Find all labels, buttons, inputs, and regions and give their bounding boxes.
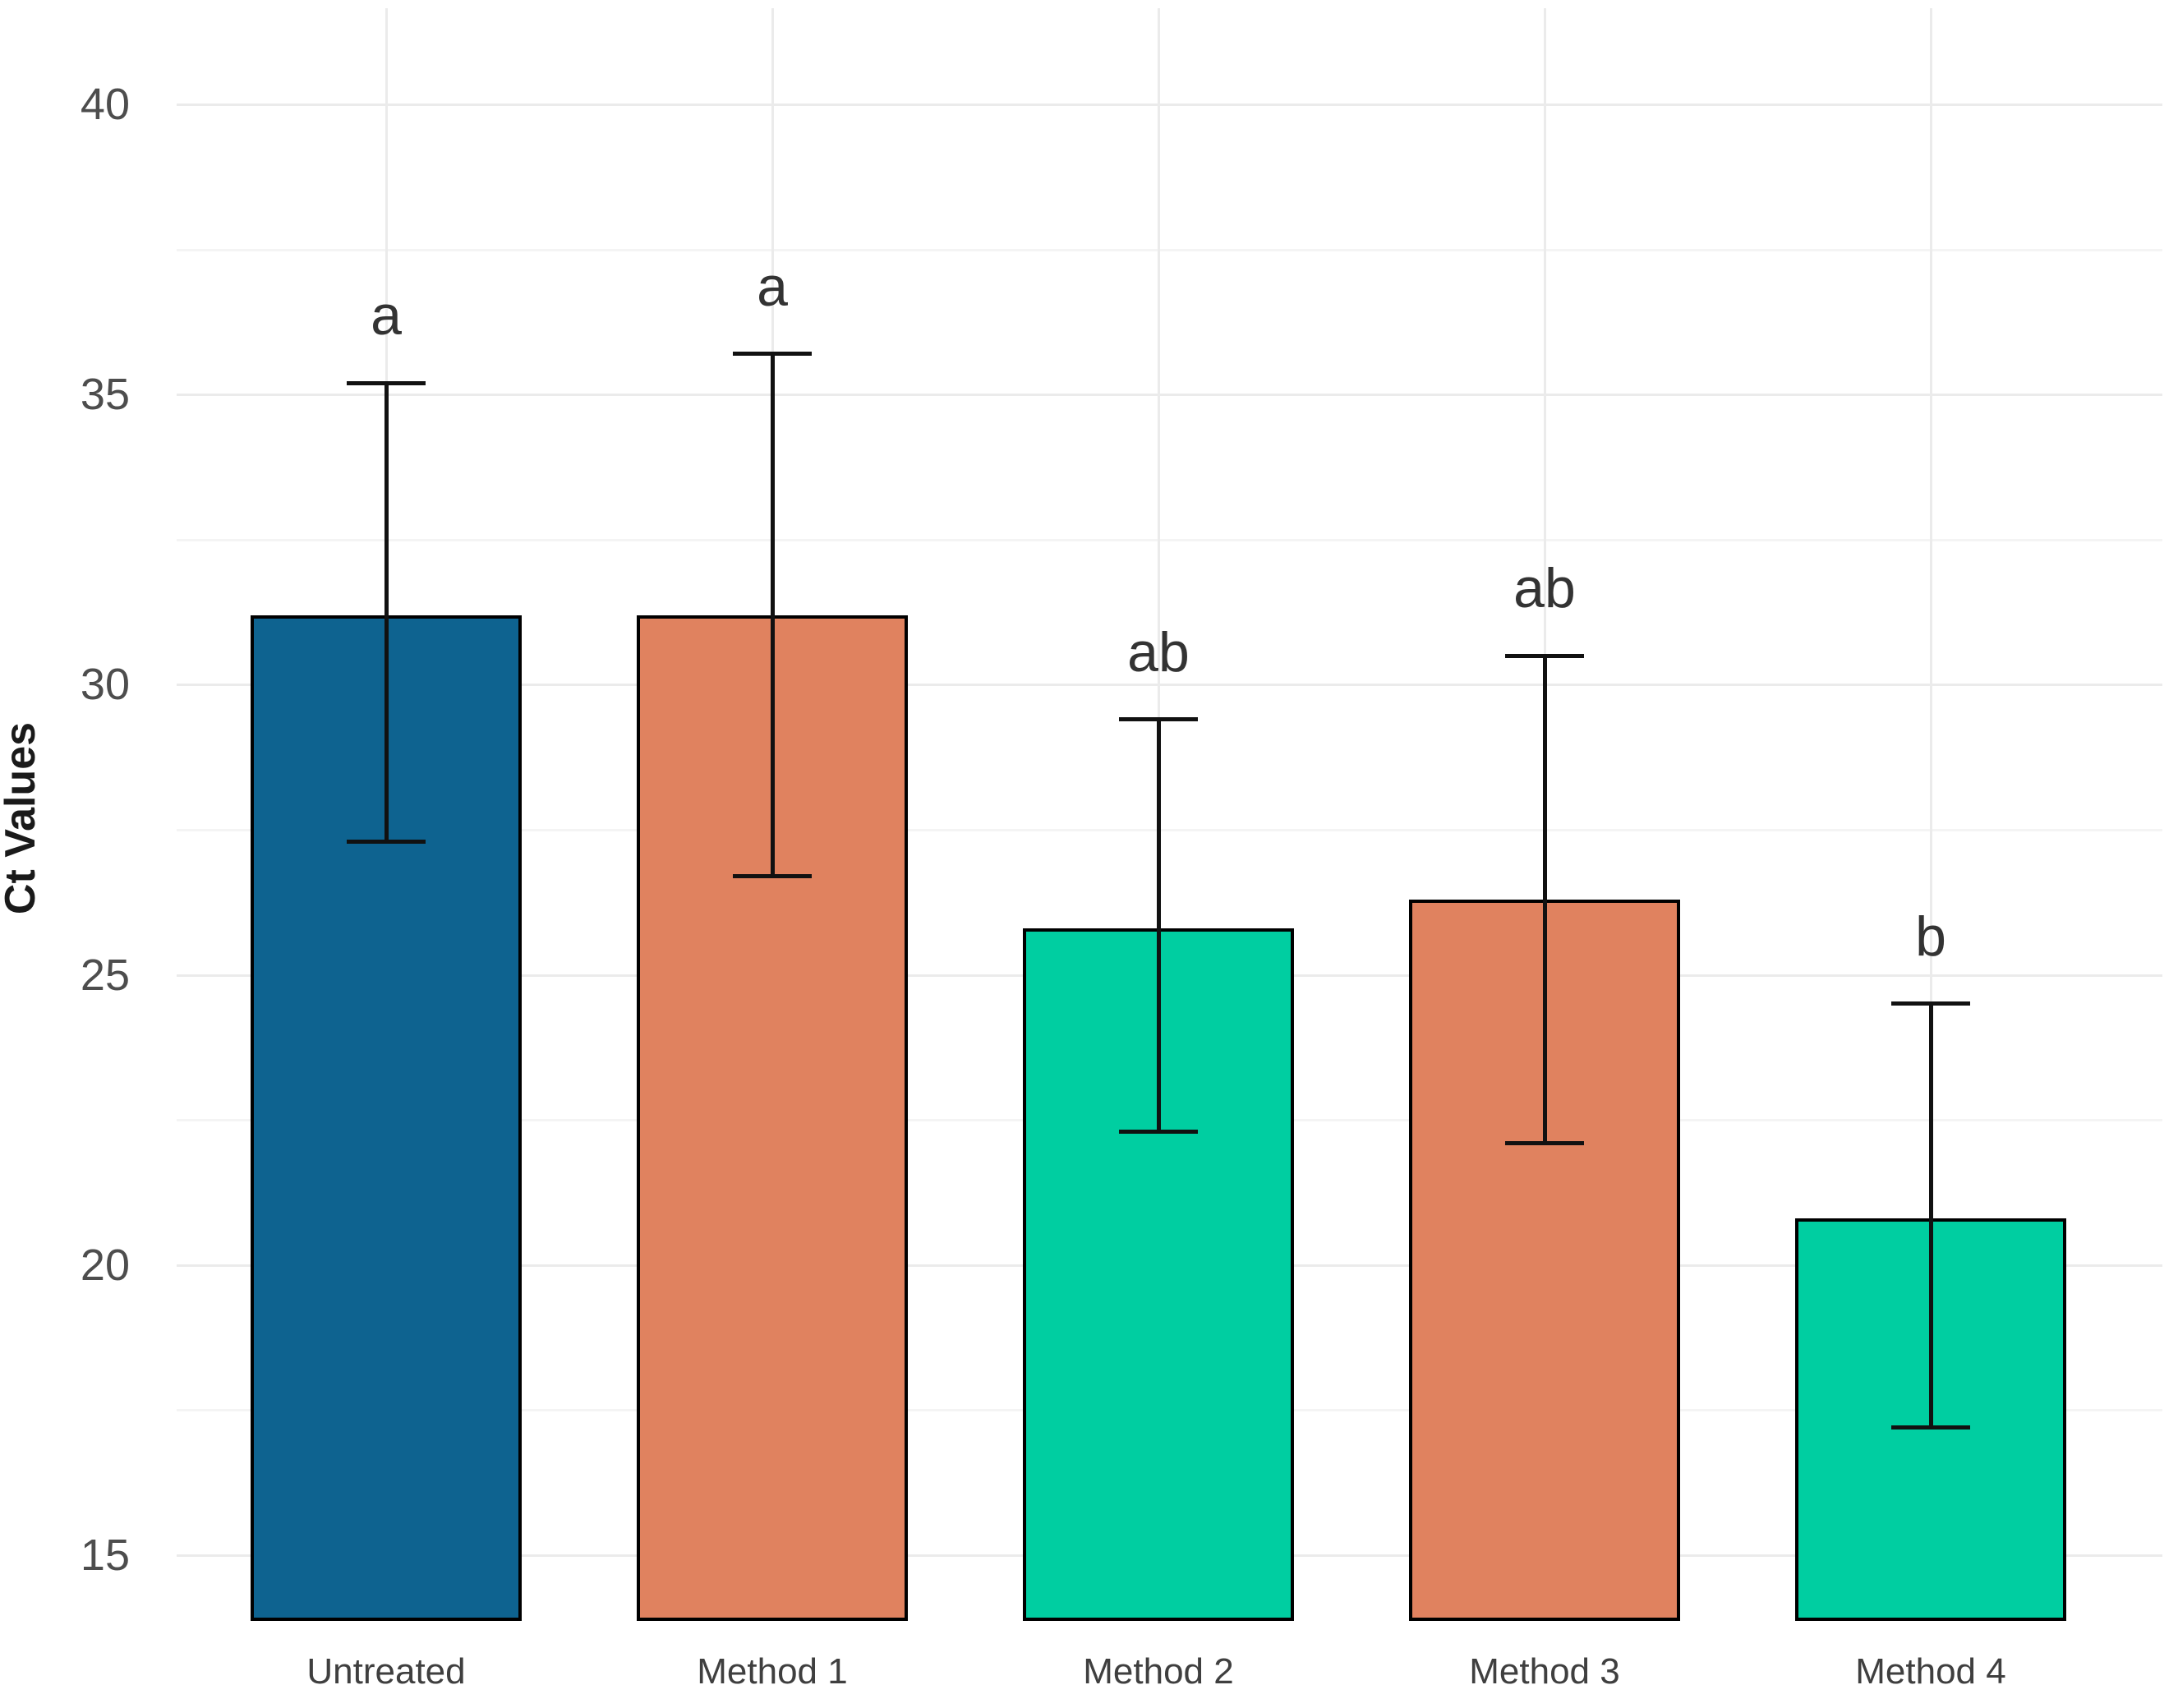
- x-tick-label: Method 1: [697, 1651, 848, 1692]
- significance-letter: ab: [1127, 620, 1190, 684]
- x-tick-label: Method 3: [1469, 1651, 1620, 1692]
- error-bar-line: [384, 383, 389, 842]
- error-bar-cap-top: [1891, 1001, 1970, 1006]
- y-tick-label: 40: [80, 80, 130, 129]
- significance-letter: b: [1915, 905, 1946, 968]
- minor-gridline: [177, 538, 2162, 541]
- y-tick-label: 25: [80, 950, 130, 1000]
- error-bar-cap-top: [1505, 653, 1584, 658]
- error-bar-cap-bottom: [1119, 1129, 1198, 1134]
- significance-letter: a: [371, 284, 402, 348]
- y-tick-label: 20: [80, 1240, 130, 1290]
- error-bar-cap-bottom: [1505, 1140, 1584, 1145]
- major-gridline: [177, 684, 2162, 687]
- error-bar-cap-top: [347, 380, 426, 385]
- y-tick-label: 30: [80, 660, 130, 710]
- major-gridline: [177, 394, 2162, 397]
- minor-gridline: [177, 829, 2162, 831]
- error-bar-line: [1542, 656, 1547, 1144]
- error-bar-cap-top: [733, 352, 812, 357]
- minor-gridline: [177, 248, 2162, 251]
- error-bar-cap-bottom: [733, 874, 812, 878]
- y-tick-label: 35: [80, 370, 130, 420]
- x-tick-label: Untreated: [306, 1651, 466, 1692]
- major-gridline-vertical: [1930, 8, 1932, 1621]
- x-tick-label: Method 4: [1855, 1651, 2006, 1692]
- significance-letter: a: [757, 255, 788, 318]
- x-tick-label: Method 2: [1083, 1651, 1234, 1692]
- significance-letter: ab: [1513, 557, 1576, 620]
- error-bar-line: [770, 353, 775, 877]
- error-bar-line: [1928, 1003, 1933, 1428]
- error-bar-cap-top: [1119, 717, 1198, 722]
- y-tick-label: 15: [80, 1531, 130, 1580]
- major-gridline: [177, 104, 2162, 106]
- error-bar-cap-bottom: [347, 839, 426, 844]
- error-bar-line: [1156, 719, 1161, 1132]
- error-bar-cap-bottom: [1891, 1425, 1970, 1430]
